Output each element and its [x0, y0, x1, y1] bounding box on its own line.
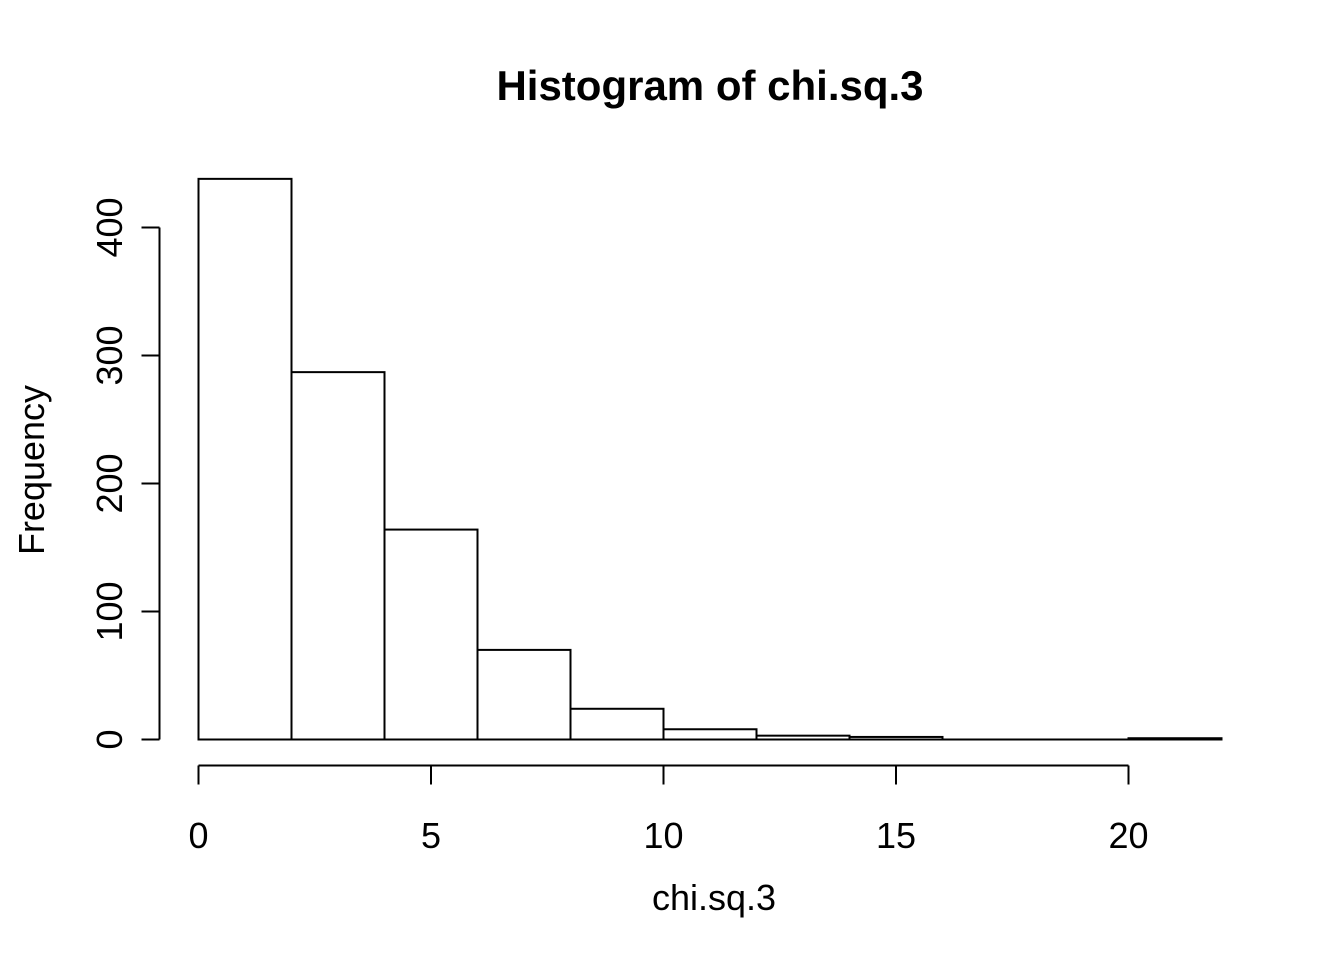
histogram-bar — [848, 735, 944, 741]
y-tick-label: 100 — [89, 581, 130, 641]
y-tick-label: 200 — [89, 453, 130, 513]
x-tick-label: 5 — [421, 815, 441, 856]
histogram-bar — [197, 177, 293, 741]
bars-layer — [197, 177, 1223, 741]
histogram-bar — [476, 648, 572, 741]
x-tick-label: 10 — [643, 815, 683, 856]
histogram-bar — [1127, 737, 1223, 741]
y-tick-label: 400 — [89, 197, 130, 257]
x-tick-label: 20 — [1108, 815, 1148, 856]
x-axis-label: chi.sq.3 — [652, 877, 776, 918]
histogram-bar — [290, 371, 386, 741]
histogram-bar — [755, 734, 851, 741]
histogram-bar — [569, 707, 665, 741]
y-tick-label: 0 — [89, 729, 130, 749]
y-axis-label: Frequency — [11, 385, 52, 555]
chart-title: Histogram of chi.sq.3 — [496, 62, 923, 109]
x-tick-label: 15 — [876, 815, 916, 856]
histogram-bar — [662, 728, 758, 741]
histogram-bar — [383, 528, 479, 741]
y-tick-label: 300 — [89, 325, 130, 385]
x-tick-label: 0 — [188, 815, 208, 856]
